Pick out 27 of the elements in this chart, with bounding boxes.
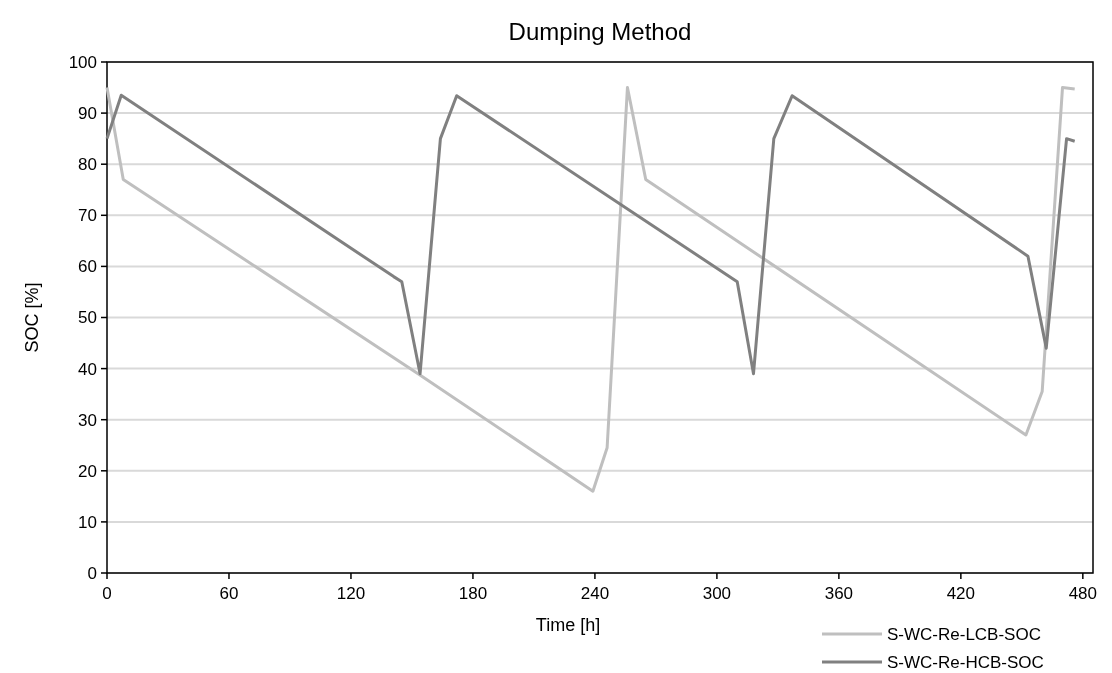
- chart-title: Dumping Method: [508, 18, 692, 45]
- x-tick-label: 60: [219, 584, 239, 603]
- x-tick-label: 300: [702, 584, 732, 603]
- y-tick-label: 70: [78, 206, 97, 226]
- line-series: [105, 86, 1077, 493]
- y-tick-label: 100: [68, 52, 97, 72]
- y-tick-label: 80: [78, 155, 97, 175]
- line-series: [105, 93, 1077, 376]
- y-tick-label: 30: [78, 410, 97, 430]
- x-tick-label: 240: [580, 584, 610, 603]
- x-tick-label: 120: [336, 584, 366, 603]
- x-tick-label: 180: [458, 584, 488, 603]
- x-tick-label: 420: [946, 584, 976, 603]
- y-axis-title: SOC [%]: [22, 282, 42, 353]
- x-tick-label: 480: [1068, 584, 1098, 603]
- y-tick-label: 0: [87, 563, 97, 583]
- y-tick-label: 10: [78, 512, 97, 532]
- legend-label: S-WC-Re-HCB-SOC: [887, 652, 1044, 672]
- x-tick-label: 0: [102, 584, 112, 603]
- legend-label: S-WC-Re-LCB-SOC: [887, 624, 1041, 644]
- y-tick-label: 50: [78, 308, 97, 328]
- y-tick-label: 20: [78, 461, 97, 481]
- y-tick-label: 60: [78, 257, 97, 277]
- y-tick-label: 90: [78, 104, 97, 124]
- x-tick-label: 360: [824, 584, 854, 603]
- y-tick-label: 40: [78, 359, 97, 379]
- x-axis-title: Time [h]: [535, 615, 601, 635]
